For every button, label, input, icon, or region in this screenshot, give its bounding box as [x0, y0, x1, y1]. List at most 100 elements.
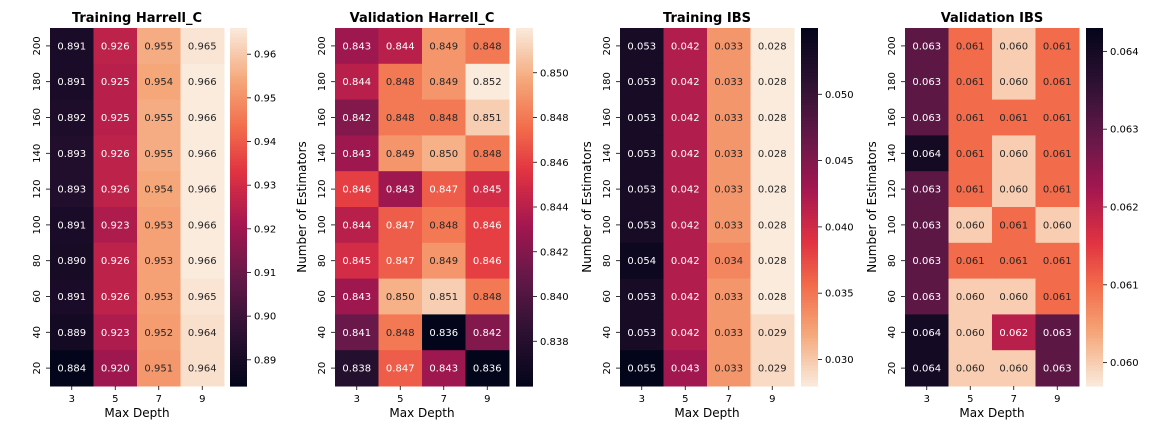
colorbar-segment — [801, 81, 818, 86]
colorbar-segment — [516, 144, 533, 148]
heatmap-cell — [180, 28, 225, 65]
heatmap-cell — [93, 350, 138, 387]
colorbar-segment — [230, 138, 247, 142]
cell-value-label: 0.061 — [1043, 113, 1072, 124]
colorbar-segment — [801, 251, 818, 256]
colorbar-segment — [801, 108, 818, 113]
colorbar-segment — [1086, 144, 1103, 148]
heatmap-cell — [948, 135, 993, 172]
cell-value-label: 0.893 — [57, 185, 86, 196]
colorbar-tick-label: 0.96 — [254, 50, 276, 61]
colorbar-segment — [230, 129, 247, 134]
colorbar-segment — [516, 63, 533, 68]
colorbar-segment — [230, 317, 247, 321]
colorbar-segment — [1086, 371, 1103, 375]
colorbar-segment — [1086, 168, 1103, 172]
cell-value-label: 0.955 — [144, 41, 173, 52]
colorbar-segment — [516, 380, 533, 384]
colorbar-segment — [230, 114, 247, 119]
heatmap-cell — [750, 314, 795, 351]
colorbar-segment — [516, 198, 533, 202]
colorbar-segment — [801, 335, 818, 339]
heatmap-cell — [750, 63, 795, 101]
cell-value-label: 0.838 — [342, 364, 371, 375]
colorbar-tick-label: 0.844 — [540, 203, 569, 214]
cell-value-label: 0.029 — [758, 328, 787, 339]
colorbar-segment — [1086, 87, 1103, 92]
colorbar-segment — [230, 209, 247, 214]
colorbar-segment — [801, 171, 818, 175]
cell-value-label: 0.028 — [758, 292, 787, 303]
colorbar-segment — [801, 204, 818, 208]
colorbar-segment — [516, 326, 533, 330]
colorbar-segment — [801, 224, 818, 229]
colorbar-segment — [801, 69, 818, 74]
colorbar-segment — [801, 269, 818, 274]
cell-value-label: 0.842 — [342, 113, 371, 124]
colorbar-segment — [801, 141, 818, 145]
cell-value-label: 0.060 — [999, 41, 1028, 52]
colorbar-segment — [801, 365, 818, 369]
cell-value-label: 0.966 — [188, 149, 217, 160]
y-tick-label: 140 — [32, 144, 43, 163]
colorbar-segment — [1086, 60, 1103, 65]
y-tick-label: 180 — [887, 72, 898, 91]
colorbar-segment — [230, 120, 247, 125]
colorbar-segment — [230, 186, 247, 190]
cell-value-label: 0.029 — [758, 364, 787, 375]
cell-value-label: 0.061 — [956, 185, 985, 196]
colorbar-segment — [516, 153, 533, 157]
cell-value-label: 0.891 — [57, 220, 86, 231]
colorbar-segment — [516, 248, 533, 253]
y-tick-label: 20 — [602, 362, 613, 375]
colorbar-segment — [1086, 254, 1103, 259]
cell-value-label: 0.923 — [101, 328, 130, 339]
colorbar-segment — [1086, 281, 1103, 286]
colorbar-segment — [516, 266, 533, 271]
colorbar-segment — [230, 144, 247, 148]
heatmap-cell — [378, 99, 423, 136]
colorbar-segment — [801, 138, 818, 142]
colorbar-segment — [801, 48, 818, 53]
colorbar-segment — [801, 320, 818, 324]
x-tick-label: 3 — [354, 394, 360, 405]
colorbar-segment — [230, 45, 247, 50]
cell-value-label: 0.845 — [342, 256, 371, 267]
colorbar-segment — [230, 57, 247, 62]
colorbar-segment — [230, 132, 247, 136]
cell-value-label: 0.849 — [429, 77, 458, 88]
heatmap-cell — [620, 135, 664, 172]
cell-value-label: 0.952 — [144, 328, 173, 339]
heatmap-cell — [180, 278, 225, 315]
colorbar-segment — [230, 245, 247, 250]
colorbar-tick-label: 0.064 — [1110, 47, 1139, 58]
y-axis-label: Number of Estimators — [580, 141, 594, 273]
colorbar-tick-label: 0.063 — [1110, 125, 1139, 136]
heatmap-cell — [50, 242, 94, 280]
colorbar-segment — [516, 180, 533, 184]
cell-value-label: 0.028 — [758, 41, 787, 52]
colorbar-segment — [516, 287, 533, 292]
colorbar-segment — [801, 362, 818, 366]
y-tick-label: 160 — [602, 108, 613, 127]
colorbar-segment — [230, 105, 247, 110]
colorbar-segment — [230, 269, 247, 274]
heatmap-cell — [335, 207, 379, 244]
colorbar-segment — [1086, 189, 1103, 193]
heatmap-cell — [465, 63, 510, 101]
colorbar-segment — [230, 221, 247, 226]
colorbar-segment — [230, 189, 247, 193]
colorbar-segment — [516, 236, 533, 241]
colorbar-segment — [1086, 341, 1103, 345]
colorbar-segment — [230, 368, 247, 372]
heatmap-cell — [50, 207, 94, 244]
heatmap-cell — [707, 99, 751, 136]
colorbar-segment — [516, 102, 533, 107]
colorbar-segment — [230, 78, 247, 83]
colorbar-segment — [1086, 153, 1103, 157]
colorbar-segment — [516, 78, 533, 83]
colorbar-tick-label: 0.94 — [254, 137, 276, 148]
colorbar-segment — [1086, 93, 1103, 98]
cell-value-label: 0.848 — [429, 220, 458, 231]
colorbar-segment — [1086, 251, 1103, 256]
